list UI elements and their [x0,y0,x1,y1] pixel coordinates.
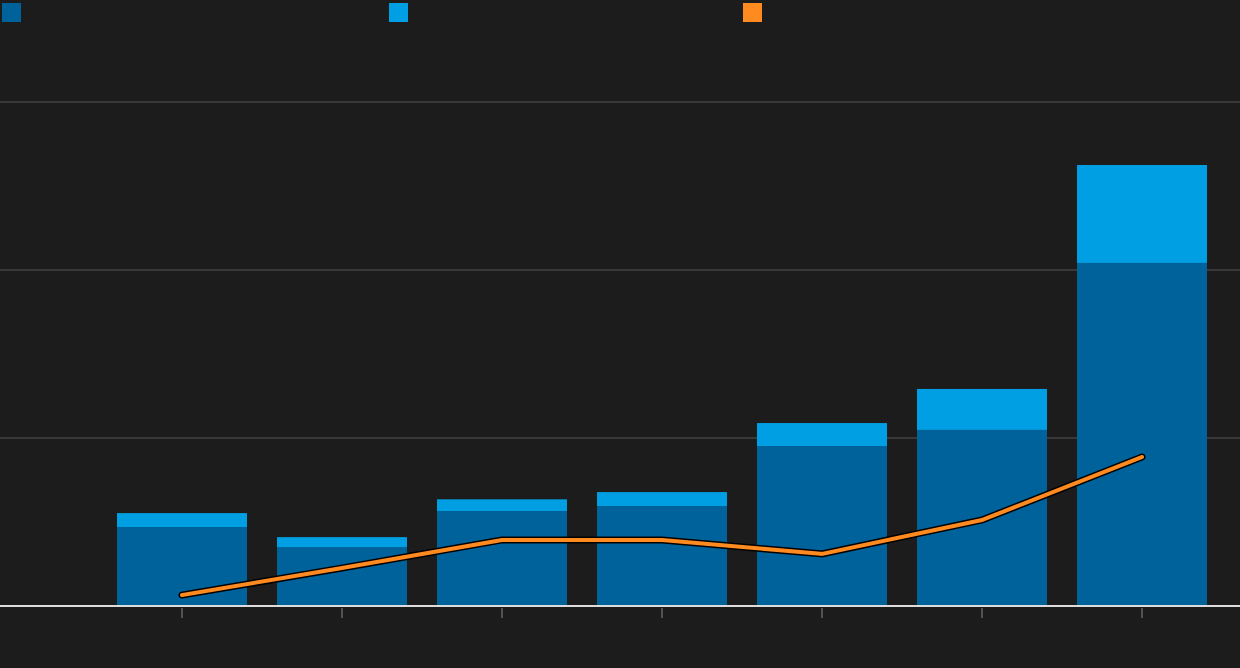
bar-segment [437,499,567,512]
bar-segment [1077,165,1207,263]
bar-segment [597,492,727,507]
bar-segment [757,423,887,447]
bar-segment [117,513,247,528]
legend-swatch [389,3,408,22]
line [180,454,1144,598]
bar-segment [277,537,407,548]
bar-segment [597,506,727,606]
bar-segment [437,511,567,606]
bar-segment [757,446,887,606]
bar-segment [917,388,1047,430]
legend-swatch [743,3,762,22]
legend-swatch [2,3,21,22]
bar-segment [1077,262,1207,606]
